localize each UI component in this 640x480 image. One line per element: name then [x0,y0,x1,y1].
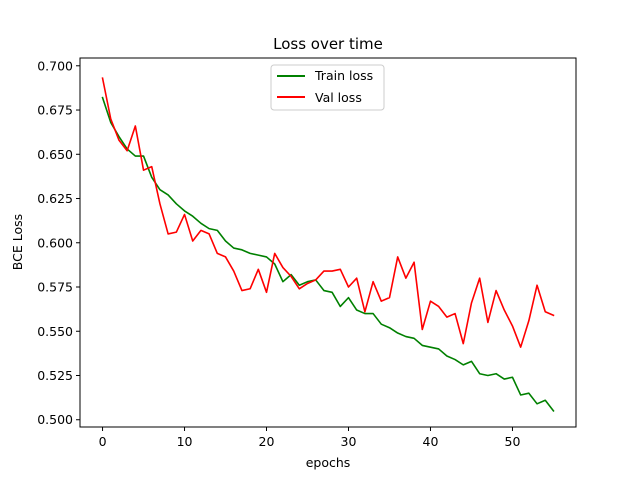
series-layer [101,77,555,413]
x-axis-label: epochs [306,455,351,470]
y-tick-label: 0.500 [37,412,73,427]
y-tick-label: 0.700 [37,58,73,73]
chart-title: Loss over time [273,35,383,53]
x-tick-label: 0 [99,434,107,449]
legend-label-val: Val loss [315,90,362,105]
x-tick-label: 10 [177,434,193,449]
x-axis: 0 10 20 30 40 50 [99,427,521,449]
val-loss-line [101,77,555,348]
y-tick-label: 0.650 [37,147,73,162]
train-loss-line [101,96,555,413]
x-tick-label: 20 [259,434,275,449]
y-tick-label: 0.575 [37,280,73,295]
legend: Train loss Val loss [270,64,385,111]
y-tick-label: 0.550 [37,324,73,339]
x-tick-label: 50 [505,434,521,449]
x-tick-label: 40 [423,434,439,449]
y-tick-label: 0.675 [37,103,73,118]
x-tick-label: 30 [341,434,357,449]
y-tick-label: 0.600 [37,235,73,250]
y-axis-label: BCE Loss [10,214,25,270]
y-tick-label: 0.525 [37,368,73,383]
y-tick-label: 0.625 [37,191,73,206]
y-axis: 0.500 0.525 0.550 0.575 0.600 0.625 0.650 0.675… [37,58,80,427]
legend-label-train: Train loss [314,68,373,83]
